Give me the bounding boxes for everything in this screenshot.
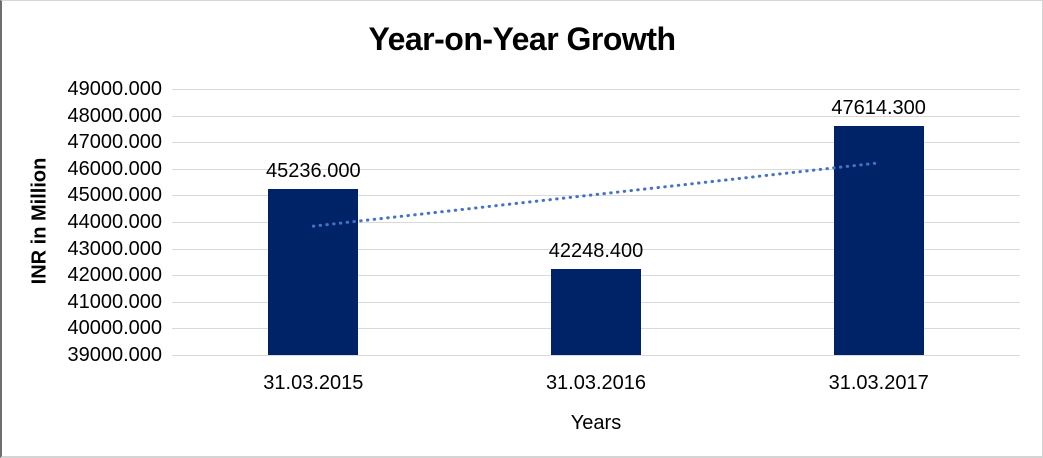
gridline (172, 142, 1020, 144)
gridline (172, 195, 1020, 197)
gridline (172, 89, 1020, 90)
bar-value-label: 47614.300 (831, 96, 926, 119)
x-tick-label: 31.03.2017 (828, 372, 929, 394)
bar-value-label: 45236.000 (266, 160, 361, 183)
bar-value-label: 42248.400 (548, 239, 644, 262)
y-tick-label: 46000.000 (67, 157, 162, 180)
y-tick-label: 40000.000 (67, 317, 162, 340)
gridline (172, 168, 1020, 170)
y-tick-label: 49000.000 (67, 78, 162, 100)
trendline-dots (311, 161, 881, 228)
x-tick-label: 31.03.2015 (263, 372, 364, 394)
gridline (172, 248, 1020, 250)
y-tick-label: 43000.000 (67, 237, 162, 260)
y-tick-label: 42000.000 (67, 264, 162, 287)
bar (268, 189, 359, 355)
bar (551, 268, 641, 355)
y-tick-label: 48000.000 (67, 104, 162, 127)
chart-title: Year-on-Year Growth (368, 21, 676, 57)
y-tick-label: 44000.000 (67, 211, 162, 233)
y-tick-label: 45000.000 (67, 184, 162, 207)
y-tick-label: 47000.000 (67, 131, 162, 154)
gridline (172, 115, 1020, 117)
y-tick-label: 41000.000 (67, 290, 162, 313)
gridline (172, 222, 1020, 223)
plot-area: 45236.000 42248.400 47614.300 (172, 89, 1020, 356)
y-tick-label: 39000.000 (67, 344, 162, 366)
gridline (172, 355, 1020, 356)
bar (833, 125, 924, 355)
x-tick-label: 31.03.2016 (545, 372, 647, 394)
x-axis-title: Years (570, 412, 622, 434)
